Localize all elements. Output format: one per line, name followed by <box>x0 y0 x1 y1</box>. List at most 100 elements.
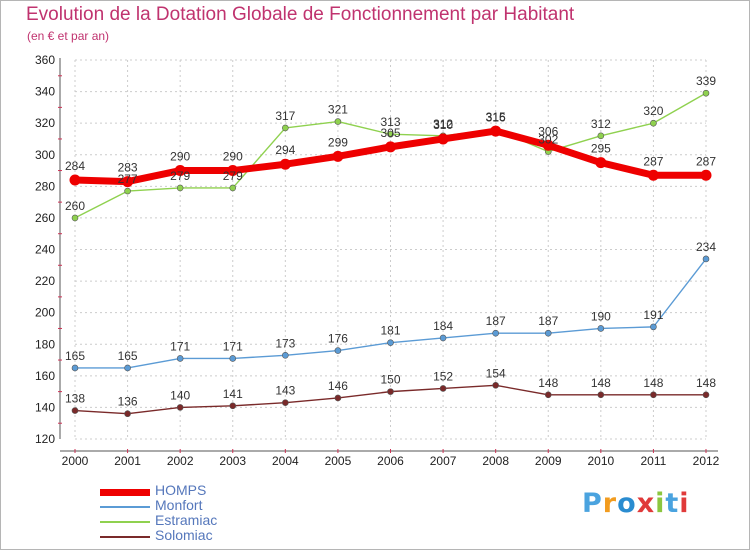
data-label-solomiac: 154 <box>486 366 506 380</box>
data-label-estramiac: 313 <box>380 115 400 129</box>
x-tick-label: 2010 <box>587 454 614 468</box>
data-labels: 284 283 290 290 294 299 305 310 315 306 295 287 287 1… <box>65 74 716 409</box>
data-label-solomiac: 136 <box>118 395 138 409</box>
data-point-solomiac <box>71 407 79 414</box>
legend-label: Solomiac <box>155 527 213 543</box>
data-point-homps <box>647 169 659 181</box>
data-label-monfort: 171 <box>170 339 190 353</box>
data-point-homps <box>279 158 291 170</box>
data-point-monfort <box>71 364 79 372</box>
logo-letter: i <box>679 488 690 519</box>
data-label-estramiac: 316 <box>486 110 506 124</box>
y-tick-label: 240 <box>35 243 55 257</box>
data-label-homps: 290 <box>223 150 243 164</box>
data-point-solomiac <box>544 391 552 399</box>
y-tick-label: 300 <box>35 148 55 162</box>
data-label-solomiac: 150 <box>380 373 400 387</box>
data-label-solomiac: 143 <box>275 384 295 398</box>
data-point-homps <box>542 139 554 151</box>
y-tick-label: 120 <box>35 432 55 446</box>
data-label-monfort: 181 <box>380 324 400 338</box>
data-point-homps <box>595 157 607 169</box>
data-label-monfort: 165 <box>65 349 85 363</box>
data-label-solomiac: 141 <box>223 387 243 401</box>
data-point-estramiac <box>702 89 710 97</box>
data-point-solomiac <box>387 388 394 395</box>
proxiti-logo: Proxiti <box>582 488 690 519</box>
y-tick-label: 140 <box>35 400 55 414</box>
data-label-homps: 294 <box>275 143 295 157</box>
data-point-homps <box>332 150 344 162</box>
legend-swatch <box>100 506 150 508</box>
data-point-monfort <box>334 347 342 354</box>
data-label-homps: 284 <box>65 159 85 173</box>
y-tick-label: 220 <box>35 274 55 288</box>
data-label-homps: 283 <box>118 161 138 175</box>
data-point-monfort <box>597 325 605 332</box>
x-tick-label: 2004 <box>272 454 299 468</box>
x-tick-label: 2005 <box>325 454 352 468</box>
y-tick-label: 160 <box>35 369 55 383</box>
legend-label: Monfort <box>155 497 203 513</box>
data-label-solomiac: 148 <box>591 376 611 390</box>
data-point-homps <box>385 141 396 153</box>
data-point-solomiac <box>702 391 710 399</box>
data-point-solomiac <box>492 382 499 389</box>
y-tick-label: 340 <box>35 85 55 99</box>
y-tick-label: 180 <box>35 337 55 351</box>
data-label-estramiac: 302 <box>538 133 558 147</box>
legend-swatch <box>100 488 150 496</box>
data-point-solomiac <box>650 391 657 399</box>
legend-label: HOMPS <box>155 482 207 498</box>
data-label-monfort: 190 <box>591 309 611 323</box>
x-tick-label: 2008 <box>482 454 509 468</box>
data-label-estramiac: 312 <box>591 117 611 131</box>
data-point-homps <box>490 125 502 137</box>
data-label-estramiac: 312 <box>433 117 453 131</box>
logo-letter: x <box>636 488 656 519</box>
y-tick-label: 280 <box>35 179 55 193</box>
data-label-estramiac: 277 <box>118 172 138 186</box>
data-label-homps: 310 <box>433 118 453 132</box>
data-point-homps <box>437 133 449 145</box>
data-label-monfort: 176 <box>328 332 348 346</box>
data-label-estramiac: 317 <box>275 109 295 123</box>
data-point-solomiac <box>176 404 184 411</box>
x-tick-label: 2003 <box>219 454 246 468</box>
logo-letter: i <box>655 488 666 519</box>
data-point-monfort <box>702 255 710 263</box>
data-point-estramiac <box>282 124 289 132</box>
series-lines <box>69 89 712 418</box>
data-label-monfort: 234 <box>696 240 716 254</box>
chart-title: Evolution de la Dotation Globale de Fonc… <box>26 4 575 25</box>
data-label-homps: 295 <box>591 142 611 156</box>
data-point-solomiac <box>229 402 237 410</box>
logo-letter: r <box>602 488 618 519</box>
data-label-estramiac: 279 <box>223 169 243 183</box>
legend-swatch <box>100 536 150 538</box>
data-point-estramiac <box>229 184 237 192</box>
y-tick-label: 260 <box>35 211 55 225</box>
data-label-homps: 299 <box>328 135 348 149</box>
data-point-estramiac <box>334 118 342 125</box>
y-tick-label: 200 <box>35 306 55 320</box>
x-tick-label: 2011 <box>641 454 667 468</box>
data-label-estramiac: 279 <box>170 169 190 183</box>
data-point-solomiac <box>439 385 447 392</box>
data-point-homps <box>227 165 239 177</box>
data-label-solomiac: 140 <box>170 388 190 402</box>
y-tick-label: 360 <box>35 53 55 67</box>
data-point-monfort <box>229 355 237 362</box>
data-label-solomiac: 138 <box>65 392 85 406</box>
data-point-solomiac <box>124 410 131 418</box>
data-label-solomiac: 152 <box>433 369 453 383</box>
data-label-solomiac: 148 <box>643 376 663 390</box>
data-point-monfort <box>176 355 184 362</box>
data-label-estramiac: 339 <box>696 74 716 88</box>
data-point-monfort <box>387 339 394 346</box>
data-point-solomiac <box>334 394 342 402</box>
data-label-solomiac: 148 <box>538 376 558 390</box>
data-label-monfort: 171 <box>223 339 243 353</box>
legend-label: Estramiac <box>155 512 218 528</box>
data-label-estramiac: 320 <box>643 104 663 118</box>
